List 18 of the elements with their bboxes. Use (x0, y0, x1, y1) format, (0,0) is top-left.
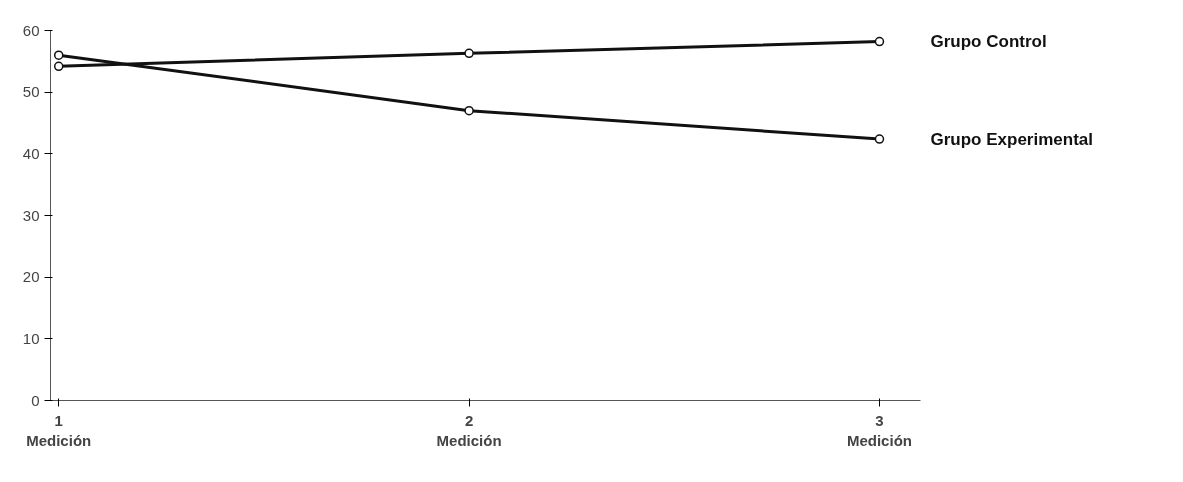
point (53, 61, 64, 72)
y-tick-label: 50 (22, 83, 40, 101)
point (874, 36, 885, 47)
x-tick-label: 2 Medición (436, 411, 502, 449)
point (464, 48, 474, 59)
point (874, 134, 885, 144)
point (464, 105, 474, 116)
text: Grupo Control (930, 32, 1047, 52)
y-tick-label: 40 (22, 144, 40, 162)
y-tick-label: 10 (22, 329, 40, 347)
point (53, 50, 64, 60)
x-tick-label: 1 Medición (26, 411, 92, 449)
y-tick-label: 0 (31, 391, 40, 409)
y-tick-label: 30 (22, 206, 40, 224)
text: Grupo Experimental (930, 129, 1093, 149)
y-tick-label: 60 (22, 21, 40, 39)
x-tick-label: 3 Medición (846, 411, 912, 449)
y-tick-label: 20 (22, 268, 40, 286)
